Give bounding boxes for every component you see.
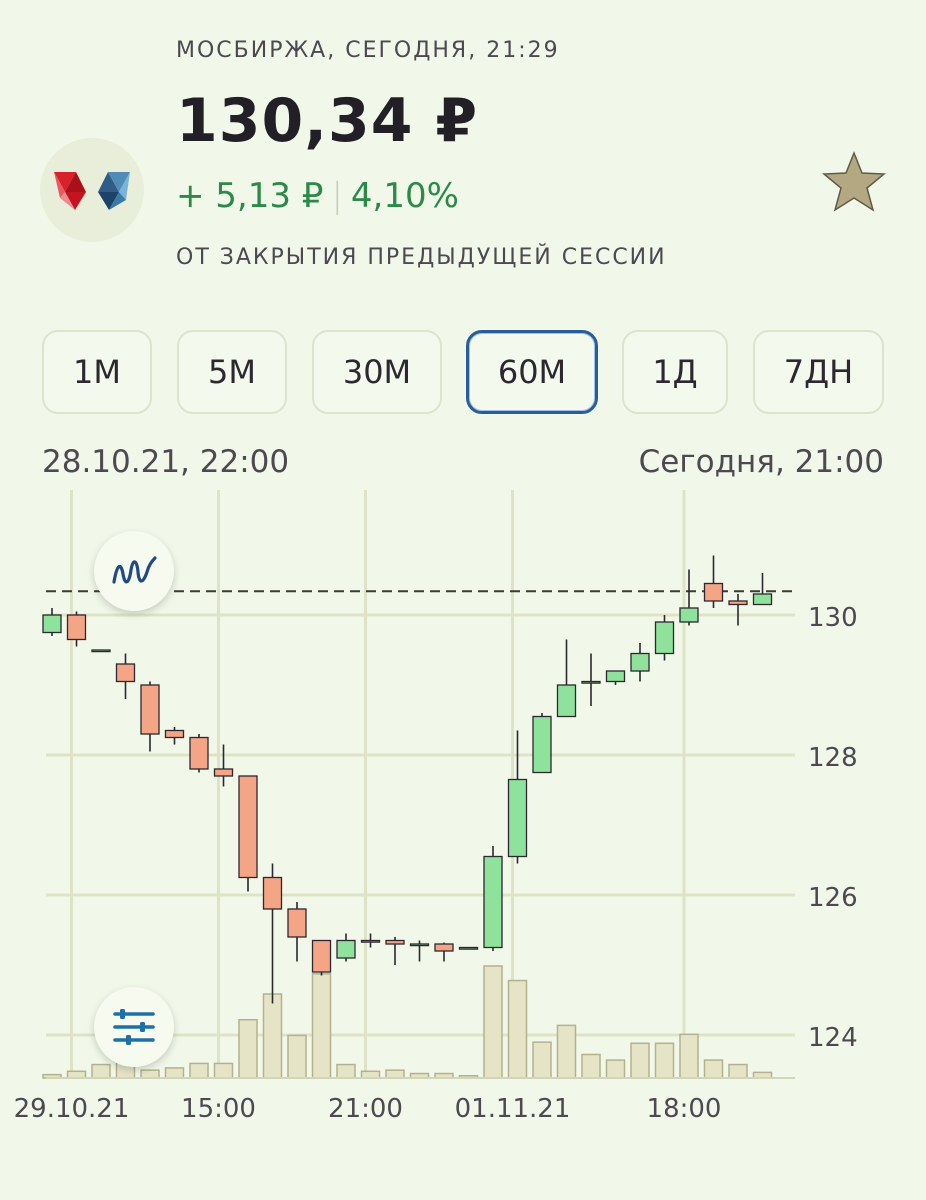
volume-bar xyxy=(507,979,528,1079)
y-tick-label: 126 xyxy=(808,883,858,913)
volume-bar xyxy=(213,1062,234,1079)
volume-bar xyxy=(91,1063,111,1079)
x-tick-label: 21:00 xyxy=(328,1094,403,1124)
logo-icon xyxy=(54,172,130,210)
exchange-timestamp: МОСБИРЖА, СЕГОДНЯ, 21:29 xyxy=(176,38,560,63)
change-subtitle: ОТ ЗАКРЫТИЯ ПРЕДЫДУЩЕЙ СЕССИИ xyxy=(176,245,667,270)
candle-body xyxy=(458,946,479,950)
candle-body xyxy=(213,768,234,777)
volume-bar xyxy=(140,1069,160,1079)
tab-60m[interactable]: 60М xyxy=(466,330,598,414)
tab-1m[interactable]: 1М xyxy=(42,330,152,414)
volume-bar xyxy=(556,1024,577,1079)
volume-bar xyxy=(287,1034,307,1079)
candle-body xyxy=(532,715,552,774)
sliders-icon xyxy=(113,1009,155,1045)
y-tick-label: 130 xyxy=(808,603,858,633)
line-chart-icon xyxy=(112,556,157,584)
volume-bar xyxy=(336,1063,356,1079)
candle-body xyxy=(556,684,577,718)
candle-body xyxy=(360,939,381,943)
candle-body xyxy=(238,775,258,879)
favorite-star-icon[interactable] xyxy=(822,150,886,214)
volume-bar xyxy=(654,1042,675,1079)
candle-body xyxy=(336,939,356,959)
volume-bar xyxy=(581,1053,601,1079)
volume-bar xyxy=(238,1019,258,1079)
volume-bar xyxy=(360,1070,381,1079)
candle-body xyxy=(189,736,209,770)
x-tick-label: 18:00 xyxy=(647,1094,722,1124)
chart-settings-button[interactable] xyxy=(94,987,174,1067)
volume-bar xyxy=(385,1069,405,1079)
volume-bar xyxy=(164,1067,185,1079)
candle-body xyxy=(434,943,454,952)
candle-body xyxy=(654,621,675,655)
candle-body xyxy=(507,778,528,858)
candle-body xyxy=(605,670,626,683)
volume-bar xyxy=(483,965,503,1079)
candle-body xyxy=(728,600,748,606)
volume-bar xyxy=(679,1033,699,1079)
tab-1d[interactable]: 1Д xyxy=(622,330,728,414)
y-tick-label: 128 xyxy=(808,743,858,773)
tab-5m[interactable]: 5М xyxy=(177,330,287,414)
candle-body xyxy=(66,614,87,641)
candle-body xyxy=(311,939,332,973)
volume-bar xyxy=(728,1063,748,1079)
candle-body xyxy=(287,908,307,938)
volume-bar xyxy=(262,993,283,1079)
volume-bar xyxy=(189,1062,209,1079)
interval-tabs: 1М 5М 30М 60М 1Д 7ДН xyxy=(42,330,884,416)
x-tick-label: 15:00 xyxy=(181,1094,256,1124)
chart-type-button[interactable] xyxy=(94,531,174,611)
candle-body xyxy=(752,593,773,606)
range-start-date: 28.10.21, 22:00 xyxy=(42,444,290,480)
price-change-absolute: + 5,13 ₽ xyxy=(176,176,324,216)
candle-body xyxy=(164,729,185,739)
candle-body xyxy=(385,939,405,945)
volume-bar xyxy=(605,1059,626,1079)
price-change-percent: 4,10% xyxy=(350,176,459,216)
company-logo xyxy=(40,138,144,242)
candle-body xyxy=(42,614,62,634)
current-price: 130,34 ₽ xyxy=(176,86,479,156)
range-end-date: Сегодня, 21:00 xyxy=(638,444,884,480)
candle-body xyxy=(262,876,283,910)
volume-bar xyxy=(66,1070,87,1079)
candle-body xyxy=(115,663,136,683)
x-tick-label: 01.11.21 xyxy=(455,1094,571,1124)
candle-body xyxy=(581,680,601,684)
price-change: + 5,13 ₽ | 4,10% xyxy=(176,176,459,216)
candle-body xyxy=(679,607,699,623)
tab-30m[interactable]: 30М xyxy=(312,330,442,414)
volume-bar xyxy=(311,973,332,1079)
volume-bar xyxy=(532,1041,552,1079)
volume-bar xyxy=(630,1042,650,1079)
candle-body xyxy=(630,652,650,672)
y-tick-label: 124 xyxy=(808,1023,858,1053)
candle-body xyxy=(91,649,111,653)
tab-7dn[interactable]: 7ДН xyxy=(753,330,884,414)
candle-body xyxy=(140,684,160,735)
volume-bar xyxy=(703,1059,724,1079)
candle-body xyxy=(409,943,430,947)
price-change-separator: | xyxy=(331,176,343,216)
candlestick-chart[interactable]: 130 128 126 124 29.10.21 15:00 21:00 01.11.21 18… xyxy=(0,480,926,1140)
x-tick-label: 29.10.21 xyxy=(14,1094,130,1124)
candle-body xyxy=(703,582,724,602)
candle-body xyxy=(483,855,503,949)
